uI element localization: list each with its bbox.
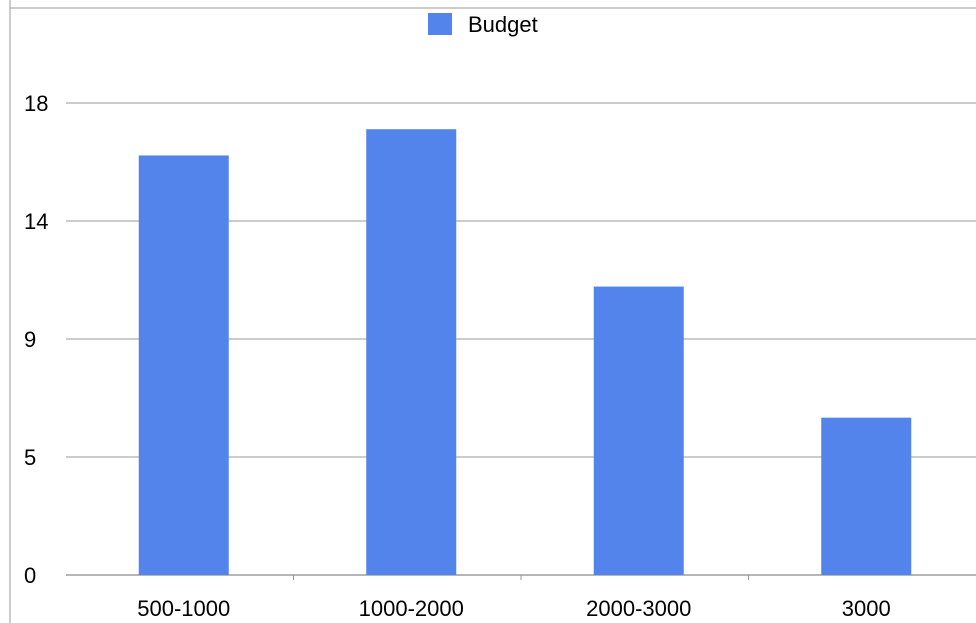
bar-500-1000	[138, 155, 229, 575]
bar-3000	[821, 417, 912, 575]
legend: Budget	[428, 12, 538, 37]
bars	[138, 129, 912, 575]
x-category-label: 2000-3000	[586, 596, 691, 621]
bar-2000-3000	[593, 286, 684, 575]
legend-swatch-budget	[428, 13, 452, 35]
legend-label-budget: Budget	[468, 12, 538, 37]
x-category-label: 500-1000	[137, 596, 230, 621]
y-tick-label: 9	[24, 327, 36, 352]
x-category-label: 1000-2000	[359, 596, 464, 621]
bar-1000-2000	[366, 129, 457, 575]
y-tick-label: 14	[24, 209, 48, 234]
y-axis-tick-labels: 0 5 9 14 18	[24, 91, 48, 588]
y-tick-label: 0	[24, 563, 36, 588]
y-tick-label: 18	[24, 91, 48, 116]
x-category-label: 3000	[842, 596, 891, 621]
y-tick-label: 5	[24, 445, 36, 470]
x-axis: 500-1000 1000-2000 2000-3000 3000	[137, 575, 891, 621]
